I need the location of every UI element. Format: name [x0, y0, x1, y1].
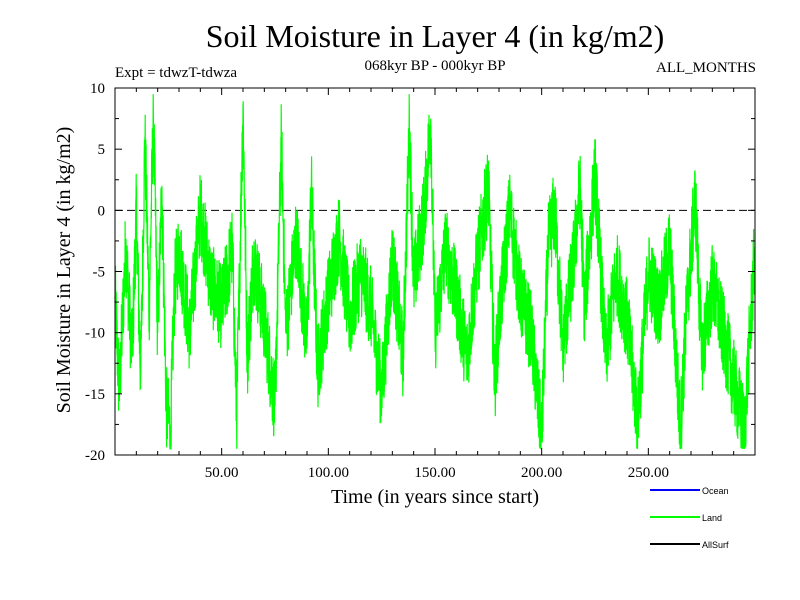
months-label: ALL_MONTHS: [656, 60, 756, 76]
legend: Ocean Land AllSurf: [650, 486, 729, 550]
plot-area: [114, 87, 756, 456]
legend-label-allsurf: AllSurf: [702, 540, 729, 550]
experiment-label: Expt = tdwzT-tdwza: [115, 65, 237, 81]
y-tick-label: 10: [90, 81, 105, 97]
y-tick-label: -20: [85, 448, 105, 464]
x-axis-label: Time (in years since start): [331, 486, 539, 508]
y-tick-label: -5: [93, 265, 106, 281]
x-tick-label: 150.00: [414, 465, 455, 481]
legend-label-ocean: Ocean: [702, 486, 729, 496]
y-tick-label: -10: [85, 326, 105, 342]
y-axis-label: Soil Moisture in Layer 4 (in kg/m2): [53, 127, 75, 414]
y-tick-label: 5: [98, 142, 106, 158]
chart-title: Soil Moisture in Layer 4 (in kg/m2): [206, 18, 665, 54]
series-line-land: [114, 94, 756, 450]
x-tick-label: 200.00: [521, 465, 562, 481]
time-range-label: 068kyr BP - 000kyr BP: [364, 58, 505, 74]
x-tick-label: 100.00: [308, 465, 349, 481]
x-tick-label: 250.00: [628, 465, 669, 481]
y-tick-label: -15: [85, 387, 105, 403]
axis-ticks: -20 -15 -10 -5 0 5 10 50.00 100.00 150.00 200.00 25…: [85, 81, 755, 481]
legend-label-land: Land: [702, 513, 722, 523]
x-tick-label: 50.00: [205, 465, 239, 481]
y-tick-label: 0: [98, 203, 106, 219]
